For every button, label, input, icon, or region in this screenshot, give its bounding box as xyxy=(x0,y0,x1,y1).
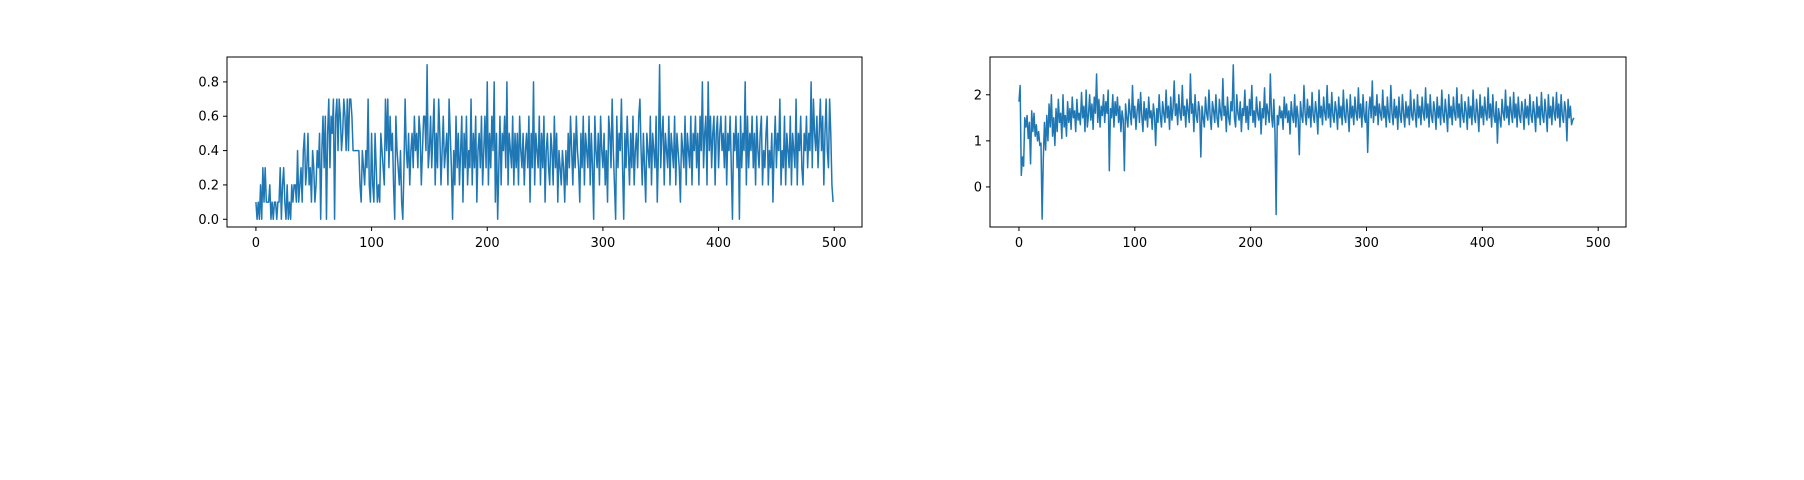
series-line xyxy=(255,63,834,221)
x-tick-label: 100 xyxy=(359,236,384,251)
right-line-chart: 0 100 200 300 400 500 0 1 2 xyxy=(974,56,1627,251)
axes-frame xyxy=(989,56,1627,228)
left-line-chart: 0 100 200 300 400 500 0.0 0.2 0.4 0.6 0.8 xyxy=(198,56,863,251)
x-tick-label: 500 xyxy=(1586,236,1611,251)
y-tick-label: 0 xyxy=(974,180,982,195)
y-tick-label: 2 xyxy=(974,88,982,103)
x-tick-label: 0 xyxy=(252,236,260,251)
y-tick-label: 0.4 xyxy=(198,144,219,159)
x-tick-label: 500 xyxy=(822,236,847,251)
series-line xyxy=(1018,64,1575,220)
x-tick-label: 300 xyxy=(590,236,615,251)
axes-frame xyxy=(226,56,863,228)
y-tick-label: 0.8 xyxy=(198,75,219,90)
y-tick-label: 0.0 xyxy=(198,213,219,228)
x-tick-label: 400 xyxy=(1470,236,1495,251)
y-tick-label: 0.2 xyxy=(198,178,219,193)
x-tick-label: 0 xyxy=(1015,236,1023,251)
y-tick-label: 1 xyxy=(974,134,982,149)
x-tick-label: 300 xyxy=(1354,236,1379,251)
x-tick-label: 200 xyxy=(1238,236,1263,251)
x-tick-label: 100 xyxy=(1122,236,1147,251)
x-tick-label: 200 xyxy=(475,236,500,251)
y-tick-label: 0.6 xyxy=(198,110,219,125)
x-tick-label: 400 xyxy=(706,236,731,251)
